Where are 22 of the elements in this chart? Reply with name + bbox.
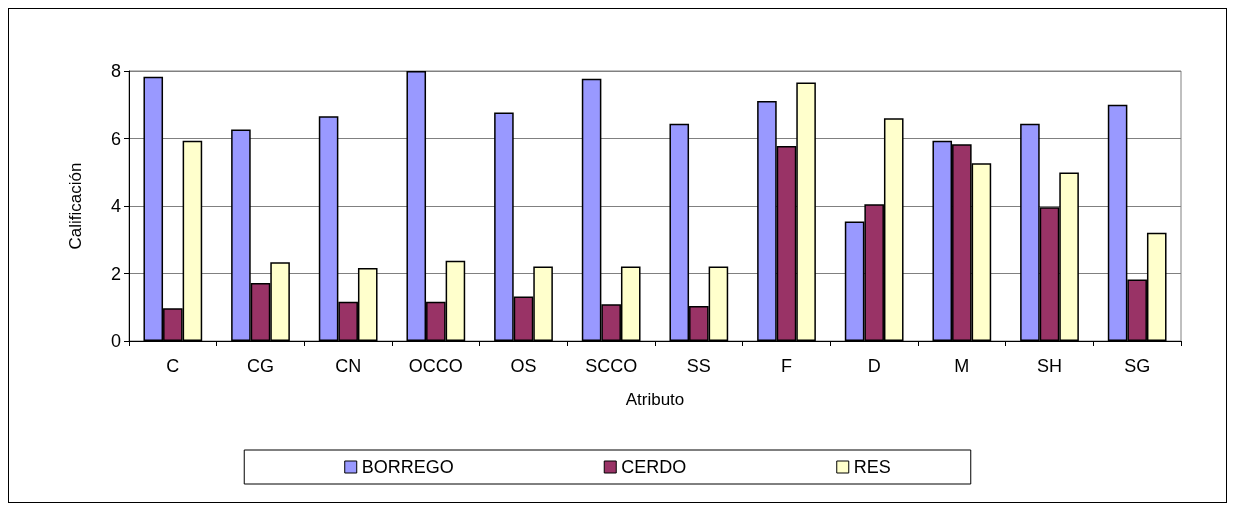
x-axis-title: Atributo <box>625 390 685 409</box>
y-tick-label: 6 <box>110 128 121 149</box>
y-tick-label: 8 <box>110 61 121 81</box>
y-tick-label: 4 <box>110 196 121 216</box>
y-tick-label: 2 <box>110 263 121 284</box>
x-tick-label: M <box>954 356 970 376</box>
x-tick-label: SCCO <box>585 356 638 376</box>
x-tick-label: CG <box>247 356 274 376</box>
x-tick-label: SS <box>686 356 711 376</box>
legend-label: CERDO <box>621 457 687 477</box>
y-axis-title: Calificación <box>66 162 85 250</box>
x-tick-label: F <box>781 356 792 376</box>
x-tick-label: SG <box>1124 356 1151 376</box>
x-tick-label: OS <box>510 356 537 376</box>
legend-label: RES <box>853 457 891 477</box>
y-tick-label: 0 <box>110 331 121 351</box>
x-tick-label: SH <box>1036 356 1063 376</box>
x-tick-label: OCCO <box>408 356 463 376</box>
x-tick-label: C <box>166 356 180 376</box>
x-tick-label: CN <box>335 356 362 376</box>
legend-label: BORREGO <box>361 457 454 477</box>
x-tick-label: D <box>867 356 881 376</box>
